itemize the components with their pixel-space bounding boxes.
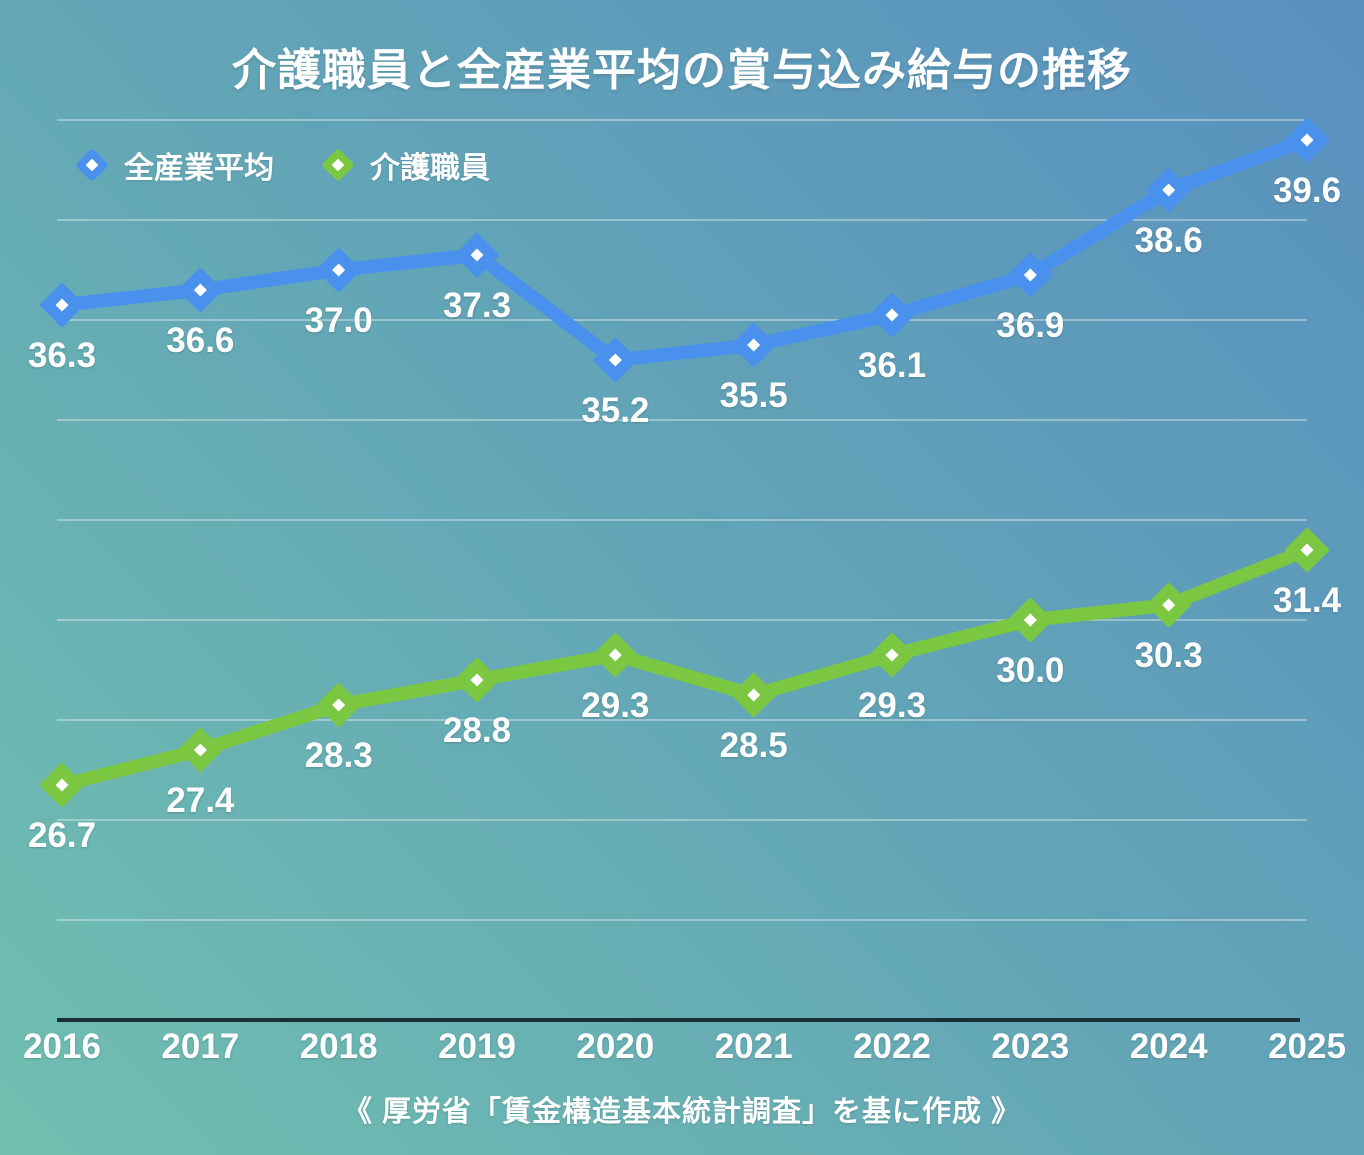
legend-item-all-industry: 全産業平均 — [75, 143, 274, 187]
all-industry-average-value-label: 36.3 — [28, 336, 96, 375]
all-industry-average-value-label: 36.9 — [996, 306, 1064, 345]
all-industry-average-value-label: 35.5 — [720, 376, 788, 415]
all-industry-average-line — [55, 133, 1314, 367]
diamond-center-dot — [1300, 133, 1314, 147]
all-industry-average-value-label: 39.6 — [1273, 171, 1341, 210]
diamond-center-dot — [885, 308, 899, 322]
legend-label: 全産業平均 — [124, 152, 274, 185]
diamond-center-dot — [193, 283, 207, 297]
care-workers-value-label: 26.7 — [28, 816, 96, 855]
care-workers-value-label: 28.5 — [720, 726, 788, 765]
x-tick-label: 2020 — [576, 1027, 654, 1066]
all-industry-average-value-label: 36.1 — [858, 346, 926, 385]
diamond-center-dot — [1300, 543, 1314, 557]
all-industry-average-value-label: 37.3 — [443, 286, 511, 325]
diamond-center-dot — [608, 353, 622, 367]
x-tick-label: 2021 — [715, 1027, 793, 1066]
all-industry-average-value-label: 35.2 — [581, 391, 649, 430]
diamond-center-dot — [470, 248, 484, 262]
x-tick-label: 2025 — [1268, 1027, 1346, 1066]
diamond-center-dot — [885, 648, 899, 662]
diamond-center-dot — [1162, 183, 1176, 197]
care-workers-value-label: 29.3 — [581, 686, 649, 725]
diamond-center-dot — [470, 673, 484, 687]
x-tick-label: 2017 — [161, 1027, 239, 1066]
x-tick-label: 2016 — [23, 1027, 101, 1066]
care-workers-value-label: 28.8 — [443, 711, 511, 750]
all-industry-average-value-label: 36.6 — [166, 321, 234, 360]
source-note: 《 厚労省「賃金構造基本統計調査」を基に作成 》 — [342, 1096, 1022, 1128]
x-tick-label: 2023 — [991, 1027, 1069, 1066]
chart-legend: 全産業平均 介護職員 — [75, 143, 490, 187]
care-workers-value-label: 31.4 — [1273, 581, 1342, 620]
legend-diamond-icon — [321, 148, 355, 182]
all-industry-average-value-label: 37.0 — [305, 301, 373, 340]
diamond-center-dot — [331, 158, 345, 172]
diamond-center-dot — [608, 648, 622, 662]
x-tick-label: 2024 — [1130, 1027, 1208, 1066]
diamond-center-dot — [332, 263, 346, 277]
x-tick-label: 2018 — [300, 1027, 378, 1066]
all-industry-average-value-label: 38.6 — [1135, 221, 1203, 260]
chart-title: 介護職員と全産業平均の賞与込み給与の推移 — [232, 46, 1132, 95]
diamond-center-dot — [1023, 268, 1037, 282]
diamond-center-dot — [1023, 613, 1037, 627]
legend-item-care-workers: 介護職員 — [321, 143, 490, 187]
care-workers-value-label: 30.0 — [996, 651, 1064, 690]
care-workers-value-label: 30.3 — [1135, 636, 1203, 675]
diamond-center-dot — [1162, 598, 1176, 612]
legend-diamond-icon — [75, 148, 109, 182]
diamond-center-dot — [55, 298, 69, 312]
care-workers-value-label: 28.3 — [305, 736, 373, 775]
x-tick-label: 2022 — [853, 1027, 931, 1066]
care-workers-value-label: 27.4 — [166, 781, 235, 820]
diamond-center-dot — [332, 698, 346, 712]
diamond-center-dot — [747, 338, 761, 352]
diamond-center-dot — [85, 158, 99, 172]
diamond-center-dot — [55, 778, 69, 792]
x-tick-label: 2019 — [438, 1027, 516, 1066]
care-workers-value-label: 29.3 — [858, 686, 926, 725]
diamond-center-dot — [193, 743, 207, 757]
diamond-center-dot — [747, 688, 761, 702]
legend-label: 介護職員 — [370, 152, 490, 185]
care-workers-line — [55, 543, 1314, 792]
